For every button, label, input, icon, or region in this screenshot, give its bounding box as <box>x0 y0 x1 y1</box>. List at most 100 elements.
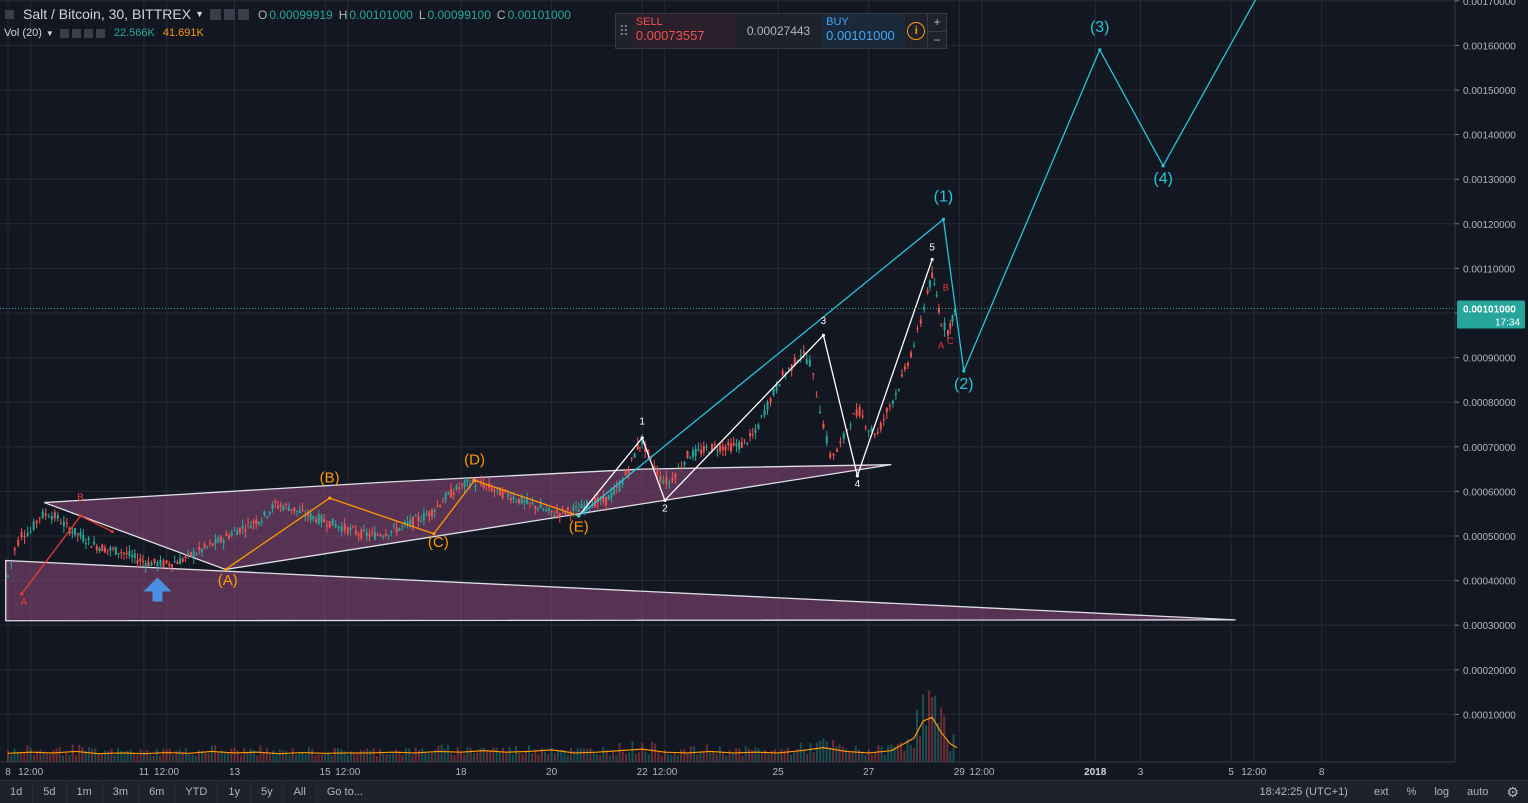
timeframe-button[interactable]: All <box>284 781 317 803</box>
candle-body <box>880 423 882 430</box>
volume-bar <box>816 743 818 762</box>
info-button[interactable]: i <box>905 14 927 48</box>
candle-body <box>610 492 612 498</box>
drag-handle-icon[interactable]: ⠿ <box>616 14 632 48</box>
volume-bar <box>318 755 320 762</box>
candle-body <box>716 450 718 451</box>
volume-bar <box>790 755 792 762</box>
volume-bar <box>13 748 15 762</box>
candle-body <box>559 513 561 517</box>
volume-bar <box>353 753 355 762</box>
candle-body <box>104 547 106 552</box>
volume-bar <box>943 716 945 762</box>
volume-bar <box>505 752 507 762</box>
settings-icon[interactable] <box>60 29 69 38</box>
candle-body <box>282 506 284 510</box>
candle-body <box>54 512 56 518</box>
close-icon[interactable] <box>238 9 249 20</box>
close-icon[interactable] <box>84 29 93 38</box>
symbol-title[interactable]: Salt / Bitcoin, 30, BITTREX <box>23 6 191 22</box>
candle-body <box>17 540 19 546</box>
chevron-down-icon[interactable]: ▼ <box>46 29 54 38</box>
candle-body <box>803 351 805 353</box>
chevron-down-icon[interactable]: ▼ <box>195 9 204 19</box>
sell-button[interactable]: SELL 0.00073557 <box>632 14 735 48</box>
volume-bar <box>670 755 672 762</box>
triangle-pattern <box>6 561 1236 621</box>
volume-bar <box>547 754 549 762</box>
eye-icon[interactable] <box>72 29 81 38</box>
candle-body <box>665 477 667 484</box>
percent-toggle[interactable]: % <box>1398 781 1426 803</box>
volume-bar <box>887 745 889 762</box>
volume-bar <box>651 742 653 762</box>
timeframe-button[interactable]: 5d <box>33 781 66 803</box>
timeframe-button[interactable]: 1m <box>67 781 103 803</box>
candle-body <box>71 532 73 534</box>
sell-price: 0.00073557 <box>636 28 731 43</box>
timeframe-button[interactable]: 1d <box>0 781 33 803</box>
candle-body <box>101 545 103 551</box>
auto-toggle[interactable]: auto <box>1458 781 1497 803</box>
plus-button[interactable]: + <box>928 14 946 32</box>
eye-icon[interactable] <box>224 9 235 20</box>
candle-body <box>112 548 114 549</box>
volume-bar <box>149 755 151 762</box>
minus-button[interactable]: − <box>928 32 946 49</box>
volume-label[interactable]: Vol (20) <box>4 27 42 39</box>
volume-bar <box>780 749 782 762</box>
timeframe-button[interactable]: Go to... <box>317 781 373 803</box>
candle-body <box>329 521 331 527</box>
grid <box>0 0 1455 762</box>
candle-body <box>420 521 422 522</box>
timeframe-button[interactable]: YTD <box>175 781 218 803</box>
timeframe-button[interactable]: 5y <box>251 781 284 803</box>
timeframe-button[interactable]: 3m <box>103 781 139 803</box>
volume-bar <box>858 750 860 762</box>
volume-bar <box>78 745 80 762</box>
volume-bar <box>217 752 219 762</box>
candle-body <box>352 527 354 528</box>
volume-bar <box>848 751 850 762</box>
volume-bar <box>311 749 313 762</box>
candle-body <box>220 537 222 542</box>
candle-body <box>816 396 818 397</box>
candle-body <box>407 522 409 524</box>
volume-bar <box>379 749 381 762</box>
buy-button[interactable]: BUY 0.00101000 <box>822 14 905 48</box>
volume-bar <box>46 753 48 762</box>
volume-bar <box>140 749 142 762</box>
candle-body <box>355 530 357 534</box>
timeframe-button[interactable]: 1y <box>218 781 251 803</box>
log-toggle[interactable]: log <box>1425 781 1458 803</box>
collapse-icon[interactable] <box>5 10 14 19</box>
candle-body <box>66 523 68 524</box>
ext-toggle[interactable]: ext <box>1365 781 1398 803</box>
candle-body <box>537 508 539 509</box>
candle-body <box>126 553 128 555</box>
volume-bar <box>421 748 423 762</box>
volume-bar <box>386 754 388 762</box>
volume-bar <box>305 754 307 762</box>
candle-body <box>390 531 392 533</box>
candle-body <box>904 366 906 369</box>
settings-icon[interactable] <box>210 9 221 20</box>
candle-body <box>60 523 62 524</box>
volume-bar <box>758 748 760 762</box>
candle-body <box>24 536 26 537</box>
candle-body <box>147 561 149 566</box>
candle-body <box>266 516 268 517</box>
volume-bar <box>405 748 407 762</box>
candle-body <box>534 506 536 509</box>
gear-icon[interactable]: ⚙ <box>1497 781 1528 803</box>
volume-bar <box>732 753 734 762</box>
candle-body <box>239 528 241 533</box>
volume-bar <box>301 752 303 762</box>
more-icon[interactable] <box>96 29 105 38</box>
candle-body <box>118 553 120 554</box>
candle-body <box>730 443 732 451</box>
timeframe-button[interactable]: 6m <box>139 781 175 803</box>
candle-body <box>272 504 274 509</box>
volume-bar <box>567 754 569 762</box>
